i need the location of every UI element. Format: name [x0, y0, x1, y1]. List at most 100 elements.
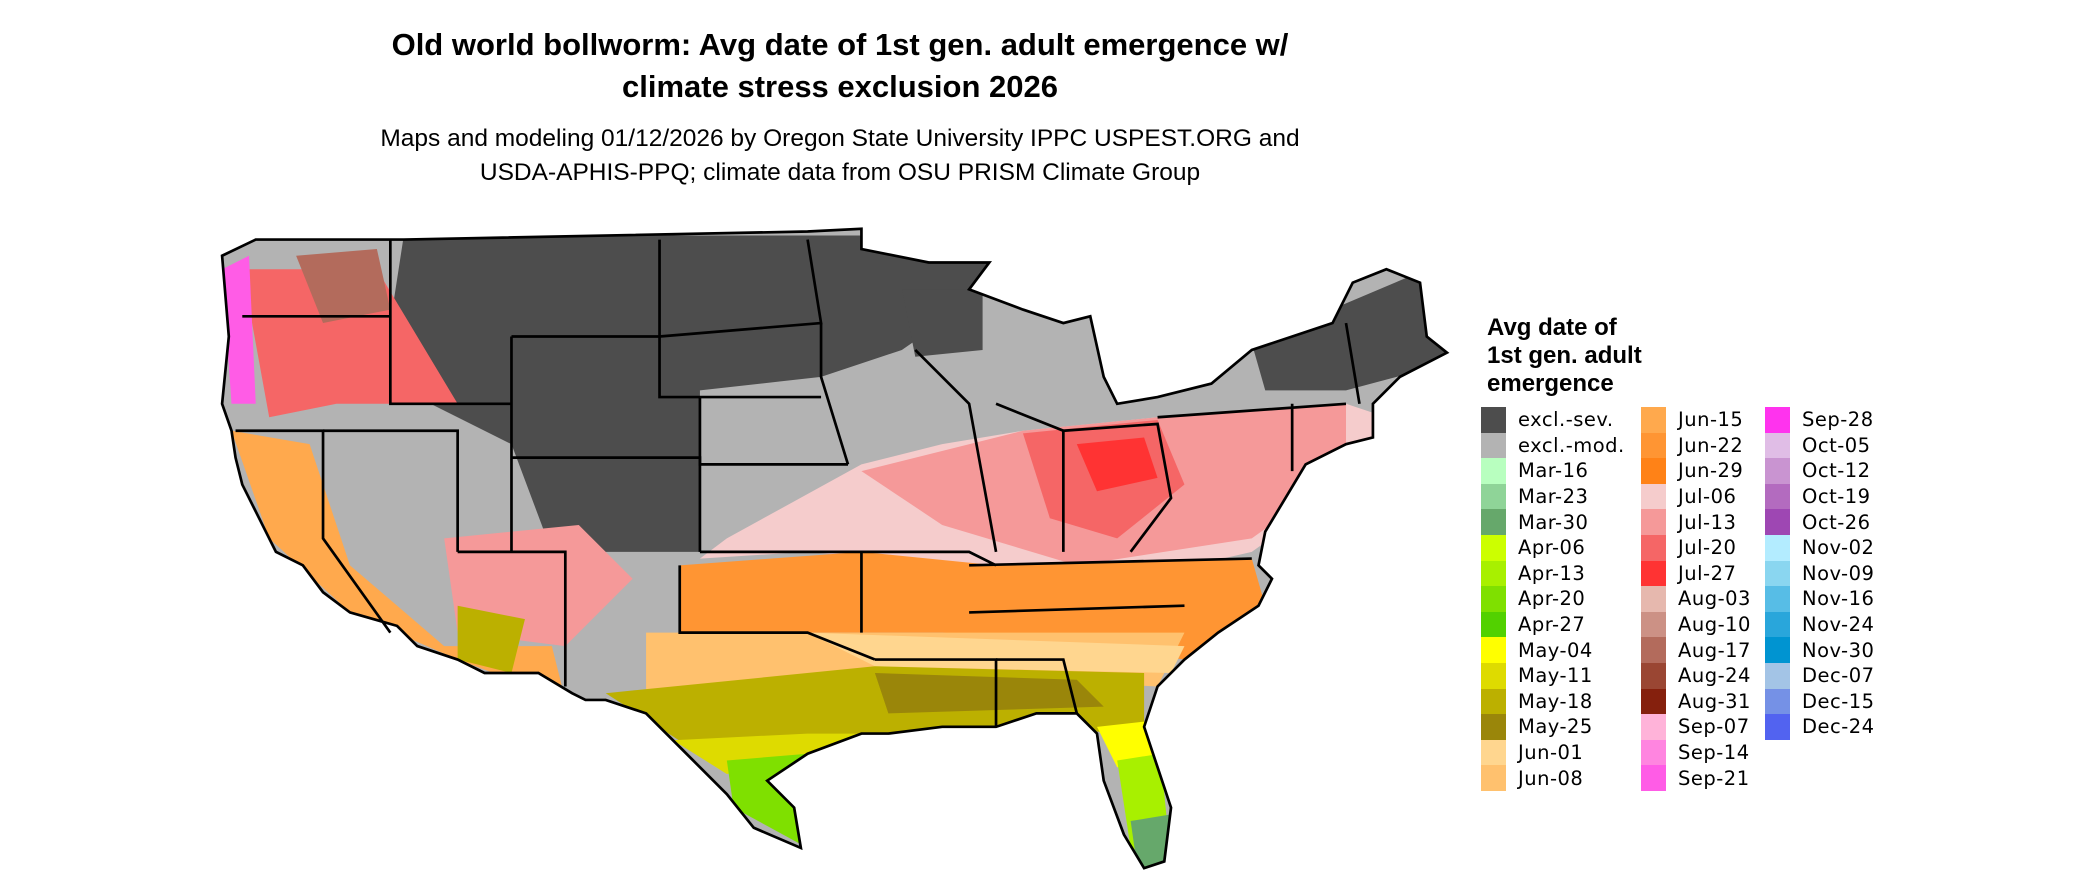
legend-item: Aug-17: [1641, 637, 1751, 663]
legend-label: Mar-16: [1518, 459, 1589, 483]
legend-label: Dec-15: [1802, 689, 1875, 713]
legend-item: Aug-31: [1641, 688, 1751, 715]
jun15-region-west: [231, 430, 566, 700]
legend-item: May-11: [1481, 663, 1593, 689]
legend-label: Sep-28: [1802, 408, 1874, 432]
legend-swatch: [1765, 637, 1790, 663]
legend-swatch: [1641, 663, 1666, 689]
legend-swatch: [1481, 483, 1506, 510]
legend-item: May-18: [1481, 688, 1593, 715]
legend-label: May-18: [1518, 689, 1593, 713]
legend-swatch: [1641, 586, 1666, 612]
legend-label: Oct-05: [1802, 433, 1871, 457]
legend-label: Aug-10: [1678, 613, 1751, 637]
legend-swatch: [1481, 688, 1506, 715]
legend-item: excl.-sev.: [1481, 407, 1614, 433]
excl-sev-region: [390, 235, 997, 552]
legend-swatch: [1641, 637, 1666, 663]
legend-item: Aug-03: [1641, 586, 1751, 612]
legend-label: Apr-13: [1518, 561, 1586, 585]
legend-item: Jul-27: [1641, 560, 1737, 587]
legend-swatch: [1641, 509, 1666, 535]
legend-label: Sep-07: [1678, 715, 1750, 739]
jul27-region: [1076, 437, 1158, 492]
legend-swatch: [1641, 483, 1666, 510]
legend-item: Jul-20: [1641, 535, 1736, 561]
legend-swatch: [1641, 765, 1666, 791]
legend-swatch: [1641, 432, 1666, 459]
legend-swatch: [1765, 688, 1790, 715]
legend-item: Apr-20: [1481, 586, 1585, 612]
legend-label: May-04: [1518, 638, 1593, 662]
may18-region-az: [457, 605, 525, 673]
legend-label: Oct-12: [1802, 459, 1871, 483]
legend-swatch: [1765, 458, 1790, 484]
may04-region-fl: [1096, 720, 1158, 768]
legend-item: Aug-10: [1641, 611, 1751, 638]
legend-swatch: [1481, 765, 1506, 791]
legend-item: Mar-16: [1481, 458, 1588, 484]
legend-item: Jun-29: [1641, 458, 1743, 484]
legend-label: May-11: [1518, 664, 1593, 688]
legend-swatch: [1765, 611, 1790, 638]
legend-label: Aug-31: [1678, 689, 1751, 713]
legend-title-line2: 1st gen. adult: [1487, 342, 1642, 369]
legend-swatch: [1481, 586, 1506, 612]
legend-item: Jun-01: [1481, 739, 1584, 766]
legend-item: Oct-19: [1765, 483, 1871, 510]
excl-sev-region-ne: [1251, 269, 1447, 391]
legend-item: Jun-08: [1481, 765, 1583, 791]
legend-item: Nov-16: [1765, 586, 1874, 612]
legend-item: Apr-13: [1481, 560, 1586, 587]
legend-swatch: [1481, 739, 1506, 766]
legend-item: Nov-02: [1765, 535, 1874, 561]
map-title: Old world bollworm: Avg date of 1st gen.…: [0, 24, 1680, 108]
legend-item: Dec-07: [1765, 663, 1875, 689]
legend-swatch: [1481, 432, 1506, 459]
mar30-region-fl: [1130, 814, 1172, 869]
legend-label: Jun-01: [1518, 741, 1584, 765]
legend-label: Mar-30: [1518, 510, 1589, 534]
legend-swatch: [1641, 535, 1666, 561]
legend-item: Jul-13: [1641, 509, 1736, 535]
legend-label: Aug-24: [1678, 664, 1751, 688]
legend-swatch: [1481, 611, 1506, 638]
legend-swatch: [1481, 407, 1506, 433]
legend-swatch: [1765, 560, 1790, 587]
legend-label: Dec-24: [1802, 715, 1875, 739]
legend-swatch: [1641, 714, 1666, 740]
legend-swatch: [1641, 739, 1666, 766]
legend-swatch: [1481, 663, 1506, 689]
legend-label: Jun-29: [1678, 459, 1744, 483]
legend-swatch: [1641, 458, 1666, 484]
legend-swatch: [1765, 432, 1790, 459]
map-subtitle-line1: Maps and modeling 01/12/2026 by Oregon S…: [380, 125, 1300, 152]
map-title-line2: climate stress exclusion 2026: [622, 69, 1058, 104]
legend-swatch: [1481, 714, 1506, 740]
legend-label: Jul-27: [1678, 561, 1737, 585]
legend-item: Nov-24: [1765, 611, 1874, 638]
legend-label: Jun-22: [1678, 433, 1744, 457]
legend-label: Jun-08: [1518, 766, 1584, 790]
legend-item: Jun-15: [1641, 407, 1743, 433]
legend-item: Sep-07: [1641, 714, 1750, 740]
legend-label: Oct-19: [1802, 485, 1871, 509]
legend-label: Mar-23: [1518, 485, 1589, 509]
legend-label: excl.-mod.: [1518, 433, 1625, 457]
legend-title-line3: emergence: [1487, 370, 1614, 397]
legend-swatch: [1765, 407, 1790, 433]
legend-label: Nov-30: [1802, 638, 1875, 662]
legend-label: Jul-06: [1678, 485, 1737, 509]
legend-swatch: [1765, 714, 1790, 740]
legend-swatch: [1481, 637, 1506, 663]
state-borders: [220, 227, 1449, 870]
legend-label: Oct-26: [1802, 510, 1871, 534]
jul20-region-nw: [242, 269, 458, 418]
legend-item: Sep-14: [1641, 739, 1750, 766]
legend-title: Avg date of 1st gen. adult emergence: [1487, 314, 1747, 398]
legend-label: Sep-21: [1678, 766, 1750, 790]
map-subtitle-line2: USDA-APHIS-PPQ; climate data from OSU PR…: [479, 159, 1201, 186]
legend-title-line1: Avg date of: [1487, 314, 1617, 341]
legend-item: Jun-22: [1641, 432, 1744, 459]
map-title-line1: Old world bollworm: Avg date of 1st gen.…: [391, 27, 1289, 62]
